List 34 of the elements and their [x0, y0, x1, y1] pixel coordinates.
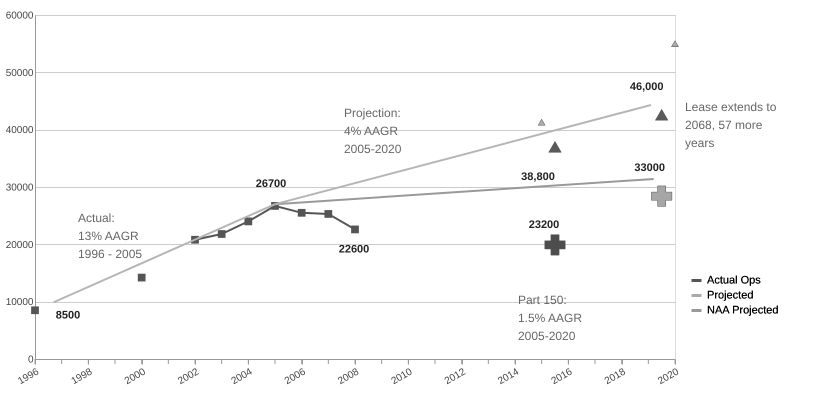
- x-tick-label: 2012: [442, 366, 468, 388]
- x-tick-label: 2000: [122, 366, 148, 388]
- annotation: Projection: 4% AAGR 2005-2020: [344, 106, 402, 156]
- y-tick-label: 40000: [6, 125, 34, 136]
- x-tick-label: 1998: [70, 366, 95, 388]
- x-tick-label: 2016: [550, 366, 575, 388]
- legend-label: Actual Ops: [707, 274, 762, 286]
- x-tick-label: 2006: [282, 366, 308, 388]
- legend-label: NAA Projected: [707, 304, 779, 316]
- x-tick-label: 2004: [230, 366, 255, 388]
- y-tick-label: 10000: [6, 297, 34, 308]
- x-tick-label: 2010: [390, 366, 415, 388]
- annotation: Actual: 13% AAGR 1996 - 2005: [78, 211, 142, 261]
- y-tick-label: 60000: [6, 10, 34, 22]
- y-tick-label: 20000: [6, 240, 34, 251]
- annotation: 26700: [256, 178, 286, 190]
- text: Lease extends to 2068, 57 more years: [685, 100, 777, 150]
- annotation: 33000: [634, 162, 665, 174]
- x-tick-label: 2020: [656, 366, 682, 388]
- annotation: 38,800: [521, 170, 555, 183]
- x-tick-label: 2008: [336, 366, 362, 388]
- annotation: Part 150: 1.5% AAGR 2005-2020: [518, 293, 582, 343]
- y-tick-label: 50000: [6, 68, 34, 79]
- annotation: 22600: [338, 243, 370, 256]
- x-tick-label: 2018: [602, 366, 628, 388]
- annotation: 8500: [56, 309, 80, 322]
- x-tick-label: 2002: [176, 366, 202, 388]
- x-tick-label: 1996: [16, 366, 42, 388]
- x-tick-label: 2014: [496, 366, 522, 388]
- y-tick-label: 30000: [6, 182, 34, 194]
- legend-label: Projected: [707, 290, 754, 302]
- annotation: 23200: [528, 218, 560, 231]
- annotation: 46,000: [630, 80, 664, 93]
- y-tick-label: 0: [28, 354, 34, 366]
